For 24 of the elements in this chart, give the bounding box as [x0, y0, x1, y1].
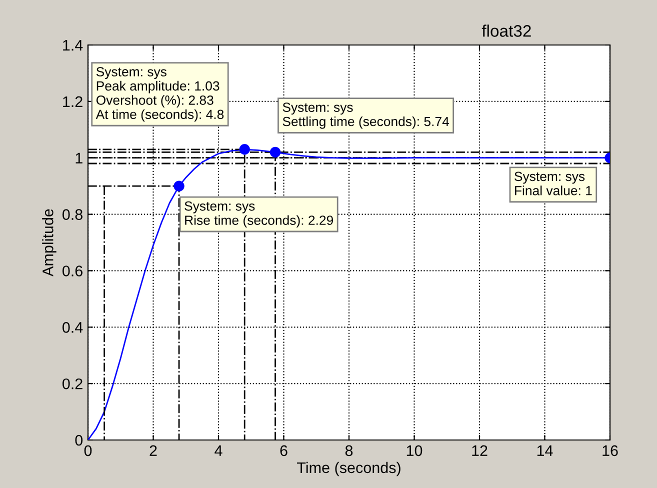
x-axis-title: Time (seconds) [296, 462, 400, 476]
x-tick-label: 8 [345, 445, 353, 456]
y-tick-label: 0.6 [62, 266, 82, 276]
y-tick-label: 1.2 [63, 96, 82, 107]
y-tick-label: 0.4 [62, 322, 83, 333]
x-tick-label: 6 [280, 445, 288, 456]
x-tick-label: 0 [84, 445, 92, 456]
y-tick-label: 0.8 [62, 209, 82, 220]
y-tick-label: 1.4 [63, 40, 83, 51]
chart-title: float32 [482, 24, 531, 37]
annotation: System: sys Rise time (seconds): 2.29 [184, 201, 334, 228]
x-tick-label: 14 [537, 445, 553, 456]
x-tick-label: 2 [150, 445, 157, 456]
y-axis-title: Amplitude [42, 209, 56, 276]
annotation: System: sys Settling time (seconds): 5.74 [282, 102, 450, 129]
y-tick-label: 0.2 [62, 378, 82, 390]
x-tick-label: 10 [406, 445, 422, 456]
y-tick-label: 1 [76, 152, 82, 164]
y-tick-label: 0 [75, 434, 83, 446]
x-tick-label: 12 [472, 445, 488, 456]
annotation: System: sys Peak amplitude: 1.03 Overshoot (%): 2.83 At time (seconds): 4.8 [96, 67, 224, 122]
x-tick-label: 16 [602, 445, 618, 456]
x-tick-label: 4 [214, 445, 222, 456]
annotation: System: sys Final value: 1 [514, 172, 592, 196]
